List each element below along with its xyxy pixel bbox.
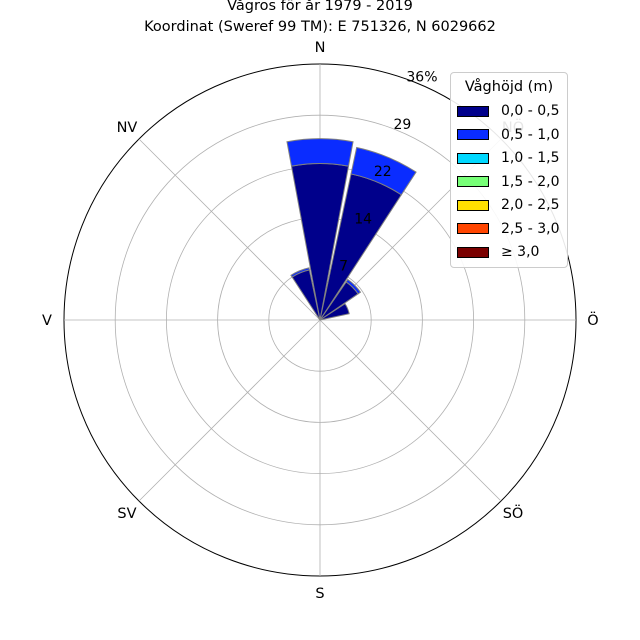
rose-bar-segment (290, 267, 310, 278)
chart-subtitle: Koordinat (Sweref 99 TM): E 751326, N 60… (144, 19, 496, 35)
legend-label: 0,0 - 0,5 (501, 103, 560, 119)
grid-spoke (319, 319, 502, 502)
legend-item: 0,0 - 0,5 (457, 101, 559, 121)
rose-bar-segment (286, 138, 354, 167)
legend-swatch (457, 246, 489, 258)
direction-label: S (315, 586, 324, 602)
direction-label: SÖ (503, 504, 524, 522)
direction-label: Ö (587, 311, 598, 329)
legend-label: 2,5 - 3,0 (501, 220, 560, 237)
legend-label: 1,5 - 2,0 (501, 173, 560, 190)
legend-swatch (457, 129, 489, 140)
polar-grid (63, 63, 577, 577)
direction-label: V (42, 313, 52, 329)
legend-item: 2,0 - 2,5 (457, 195, 559, 215)
grid-spoke (138, 138, 321, 321)
chart-title: Vågros för år 1979 - 2019 (227, 0, 413, 14)
legend-item: 0,5 - 1,0 (457, 125, 559, 145)
legend-item: 1,0 - 1,5 (457, 148, 559, 168)
rose-bar-segment (319, 303, 350, 321)
direction-label: NV (117, 120, 138, 136)
radial-tick-label: 7 (339, 259, 348, 275)
rose-bar-segment (350, 146, 417, 196)
legend-swatch (457, 152, 489, 164)
radial-tick-label: 22 (374, 164, 392, 180)
legend-swatch (457, 176, 489, 187)
legend-swatch (457, 223, 489, 234)
direction-label: N (315, 40, 326, 56)
rose-bar-segment (345, 278, 362, 295)
legend-title: Våghöjd (m) (464, 79, 554, 95)
legend-label: 1,0 - 1,5 (501, 150, 560, 166)
legend-item: 2,5 - 3,0 (457, 219, 559, 239)
legend-label: ≥ 3,0 (501, 244, 540, 260)
legend-label: 0,5 - 1,0 (501, 126, 560, 143)
legend: Våghöjd (m) 0,0 - 0,5 0,5 - 1,0 1,0 - 1,5 1… (450, 72, 568, 268)
legend-swatch (457, 105, 489, 117)
radial-tick-label: 29 (393, 117, 411, 133)
legend-item: 1,5 - 2,0 (457, 172, 559, 192)
wave-rose-bars (286, 138, 417, 321)
legend-swatch (457, 199, 489, 211)
legend-item: ≥ 3,0 (457, 242, 539, 262)
radial-tick-label: 14 (354, 211, 372, 227)
legend-label: 2,0 - 2,5 (501, 197, 560, 213)
grid-spoke (138, 319, 321, 502)
direction-label: SV (117, 506, 136, 522)
radial-tick-label: 36% (406, 69, 437, 85)
radial-tick-labels: 7 14 22 29 36% (339, 69, 437, 274)
